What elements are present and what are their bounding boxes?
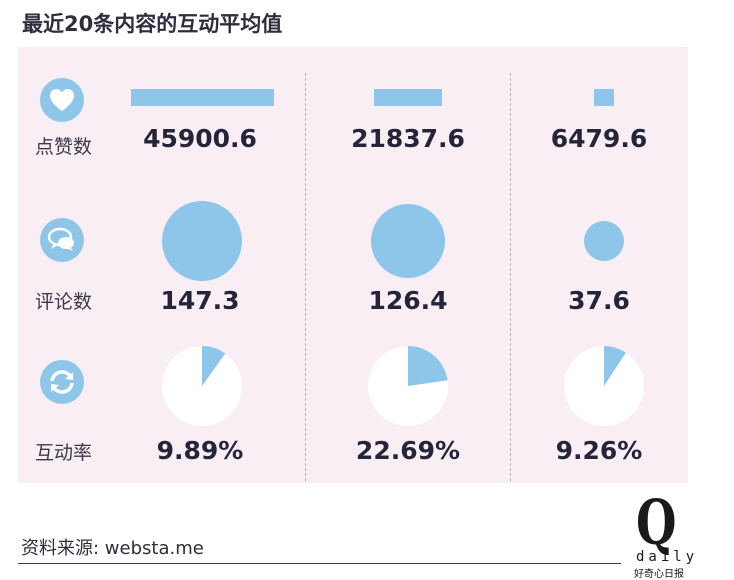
engagement-pie-2 [368, 346, 448, 426]
engagement-value-2: 22.69% [355, 436, 461, 465]
likes-bar-1 [130, 89, 274, 106]
likes-value-2: 21837.6 [351, 124, 465, 153]
engagement-pie-1 [162, 346, 242, 426]
comments-circle-3 [583, 220, 625, 262]
speech-bubble-icon [40, 218, 84, 262]
engagement-pie-3 [564, 346, 644, 426]
engagement-pie-slice-2 [408, 346, 448, 386]
logo-word: daily [636, 549, 699, 565]
column-divider-1 [305, 73, 306, 481]
row-label-likes: 点赞数 [35, 136, 93, 158]
comments-value-3: 37.6 [568, 286, 630, 315]
engagement-pie-slice-3 [604, 346, 626, 386]
row-label-engagement: 互动率 [35, 442, 93, 464]
likes-value-1: 45900.6 [143, 124, 257, 153]
likes-bar-2 [373, 89, 442, 106]
comments-circle-2 [370, 203, 446, 279]
engagement-pie-slice-1 [202, 346, 226, 386]
source-note: 资料来源: websta.me [21, 538, 204, 559]
engagement-value-3: 9.26% [555, 436, 643, 465]
comments-value-2: 126.4 [368, 286, 448, 315]
column-divider-2 [510, 73, 511, 481]
likes-value-3: 6479.6 [550, 124, 648, 153]
comments-circle-1 [162, 201, 242, 281]
likes-bar-3 [593, 89, 615, 106]
logo-letter: Q [636, 486, 677, 559]
refresh-icon [40, 360, 84, 404]
engagement-value-1: 9.89% [156, 436, 244, 465]
logo-tagline: 好奇心日报 [634, 569, 684, 580]
footer-rule [18, 563, 621, 564]
heart-icon [40, 78, 84, 122]
row-label-comments: 评论数 [35, 291, 93, 313]
chart-title: 最近20条内容的互动平均值 [22, 12, 283, 36]
comments-value-1: 147.3 [160, 286, 240, 315]
